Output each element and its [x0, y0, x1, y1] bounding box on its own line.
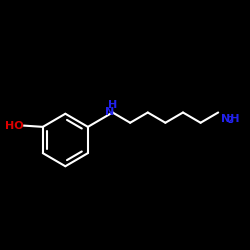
- Text: N: N: [105, 107, 114, 117]
- Text: NH: NH: [221, 114, 239, 124]
- Text: HO: HO: [4, 121, 23, 130]
- Text: H: H: [108, 100, 117, 110]
- Text: 2: 2: [228, 116, 233, 125]
